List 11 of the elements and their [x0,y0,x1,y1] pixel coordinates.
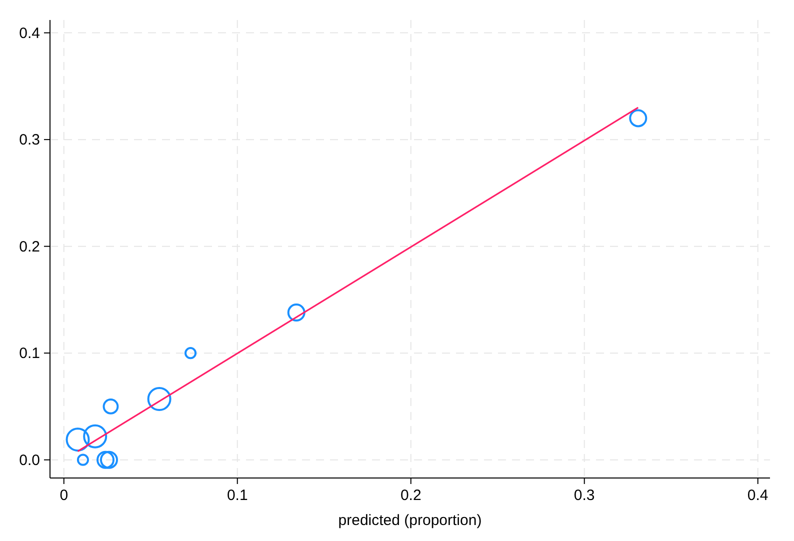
x-axis-title: predicted (proportion) [338,512,482,529]
x-tick-label: 0.4 [747,487,768,504]
y-tick-label: 0.4 [19,24,40,42]
x-tick-label: 0.1 [226,487,248,504]
x-tick-label: 0 [60,487,68,504]
y-tick-label: 0.2 [19,238,40,256]
y-tick-label: 0.3 [19,132,40,149]
y-tick-label: 0.1 [19,345,40,362]
y-tick-label: 0.0 [19,452,40,469]
x-tick-label: 0.3 [574,487,595,504]
x-tick-label: 0.2 [400,487,422,504]
